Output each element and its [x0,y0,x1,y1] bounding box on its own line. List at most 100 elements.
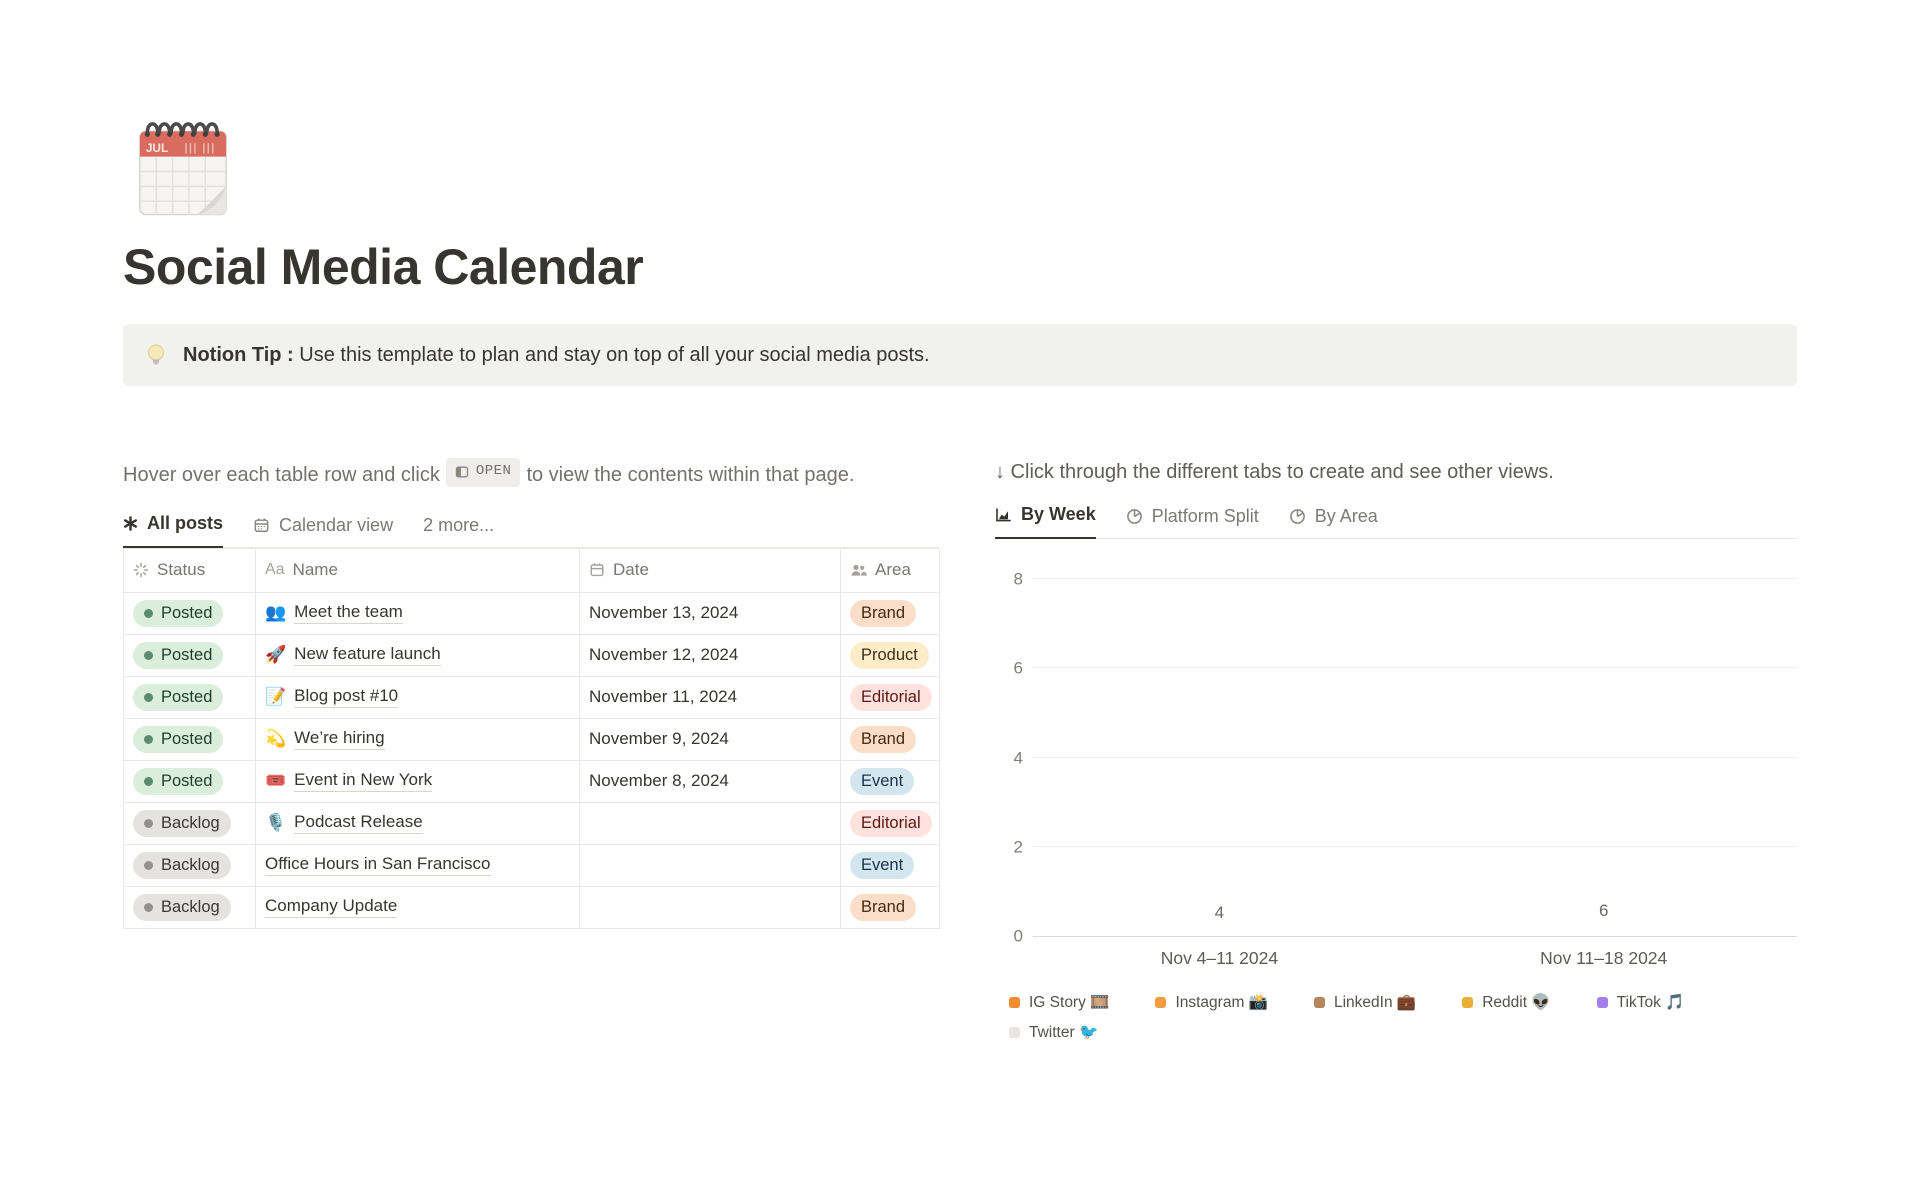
page-link[interactable]: Event in New York [294,770,433,793]
area-cell[interactable]: Editorial [841,676,940,719]
page-title: Social Media Calendar [123,239,644,295]
area-cell[interactable]: Event [841,760,940,803]
page-emoji-icon: 🎙️ [265,813,287,833]
page-link[interactable]: We’re hiring [294,728,385,751]
pie-chart-icon [1289,508,1306,525]
y-tick-label: 4 [1013,748,1023,767]
page-emoji-icon: 🚀 [265,645,287,665]
legend-item[interactable]: Twitter 🐦 [1009,1023,1098,1042]
name-cell[interactable]: 📝 Blog post #10 [256,676,580,719]
area-tag: Brand [850,725,917,754]
bar-segment [1209,932,1229,934]
page-link[interactable]: Office Hours in San Francisco [265,854,491,877]
date-cell[interactable]: November 8, 2024 [580,760,841,803]
tabs-more[interactable]: 2 more... [423,514,495,535]
status-cell[interactable]: Posted [124,676,256,719]
table-header-row: Status Aa Name Date Area [124,548,940,593]
chart-plot-area: 0 2 4 6 8 4 Nov 4–11 2024 6 Nov 11–18 2024 [1014,571,1797,968]
status-dot-icon [144,650,153,660]
chart-view-tabs: By Week Platform Split By Area [995,504,1797,539]
status-cell[interactable]: Backlog [124,844,256,887]
page: JUL Social Media Calendar [0,112,1920,1042]
status-cell[interactable]: Backlog [124,886,256,929]
area-cell[interactable]: Brand [841,718,940,761]
page-icon-spiral-calendar[interactable]: JUL [129,112,237,222]
area-cell[interactable]: Brand [841,592,940,635]
grid-line [1033,845,1797,847]
page-link[interactable]: New feature launch [294,644,441,667]
status-dot-icon [144,860,153,870]
legend-item[interactable]: IG Story 🎞️ [1009,993,1109,1012]
date-cell[interactable]: November 9, 2024 [580,718,841,761]
status-cell[interactable]: Posted [124,592,256,635]
page-emoji-icon: 🎟️ [265,771,287,791]
page-link[interactable]: Blog post #10 [294,686,399,709]
y-tick-label: 0 [1013,926,1023,946]
page-link[interactable]: Podcast Release [294,812,423,835]
tab-all-posts[interactable]: All posts [123,513,224,548]
area-cell[interactable]: Product [841,634,940,677]
date-value: November 13, 2024 [589,603,739,623]
column-header-status[interactable]: Status [124,548,256,593]
calendar-icon [590,563,604,577]
posts-table: Status Aa Name Date Area Posted� [123,547,940,929]
page-link[interactable]: Meet the team [294,602,403,625]
column-header-area[interactable]: Area [841,548,940,593]
status-cell[interactable]: Posted [124,718,256,761]
y-tick-label: 8 [1013,569,1023,589]
grid-line [1033,756,1797,758]
area-cell[interactable]: Event [841,844,940,887]
status-cell[interactable]: Backlog [124,802,256,845]
date-cell[interactable] [580,844,841,887]
bar-segment [1209,934,1229,936]
people-icon [851,565,867,576]
area-tag: Event [850,851,915,880]
tab-by-area[interactable]: By Area [1289,506,1378,539]
y-tick-label: 2 [1013,837,1023,857]
legend-item[interactable]: LinkedIn 💼 [1313,993,1417,1012]
table-view-icon [123,516,138,531]
status-cell[interactable]: Posted [124,634,256,677]
column-header-name[interactable]: Aa Name [256,548,580,593]
name-cell[interactable]: 👥 Meet the team [256,592,580,635]
date-value: November 11, 2024 [589,687,738,707]
column-header-date[interactable]: Date [580,548,841,593]
date-cell[interactable]: November 12, 2024 [580,634,841,677]
legend-item[interactable]: TikTok 🎵 [1596,993,1684,1012]
area-cell[interactable]: Editorial [841,802,940,845]
callout-text: Notion Tip : Use this template to plan a… [183,343,930,366]
status-dot-icon [144,734,153,744]
name-cell[interactable]: Office Hours in San Francisco [256,844,580,887]
page-emoji-icon: 💫 [265,729,287,749]
name-cell[interactable]: 🎟️ Event in New York [256,760,580,803]
area-tag: Product [850,641,929,670]
tab-by-week[interactable]: By Week [995,504,1096,539]
status-cell[interactable]: Posted [124,760,256,803]
bar-segment [1594,928,1614,930]
legend-label: LinkedIn 💼 [1333,994,1417,1011]
date-cell[interactable] [580,802,841,845]
svg-text:JUL: JUL [146,141,168,155]
date-cell[interactable]: November 11, 2024 [580,676,841,719]
date-cell[interactable] [580,886,841,929]
legend-swatch [1009,1027,1020,1038]
tab-calendar-view[interactable]: Calendar view [253,515,393,548]
date-cell[interactable]: November 13, 2024 [580,592,841,635]
name-cell[interactable]: 💫 We’re hiring [256,718,580,761]
status-pill: Posted [133,683,224,712]
database-section: Hover over each table row and click OPEN t… [123,458,940,1042]
area-cell[interactable]: Brand [841,886,940,929]
legend-item[interactable]: Instagram 📸 [1155,993,1268,1012]
table-row: Posted 🎟️ Event in New York November 8, 202… [124,760,940,803]
legend-swatch [1313,997,1325,1008]
grid-line [1033,578,1797,579]
name-cell[interactable]: Company Update [256,886,580,929]
table-row: Backlog Company Update Brand [124,886,940,929]
legend-item[interactable]: Reddit 👽 [1462,993,1551,1012]
name-cell[interactable]: 🎙️ Podcast Release [256,802,580,845]
name-cell[interactable]: 🚀 New feature launch [256,634,580,677]
tab-platform-split[interactable]: Platform Split [1126,506,1259,539]
legend-swatch [1009,997,1020,1008]
area-tag: Brand [850,893,917,922]
page-link[interactable]: Company Update [265,896,398,919]
